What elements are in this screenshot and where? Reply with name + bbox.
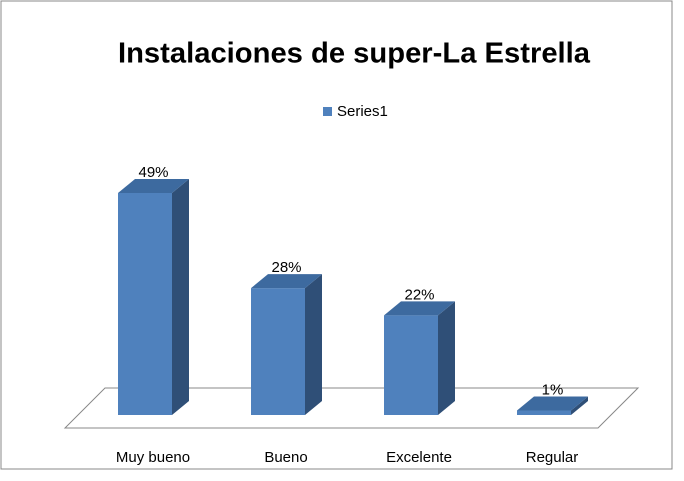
- bar: [384, 301, 455, 415]
- x-tick-label: Muy bueno: [116, 449, 190, 466]
- bar: [118, 179, 189, 415]
- legend-swatch: [323, 107, 332, 116]
- floor: [63, 387, 640, 429]
- bar-top: [517, 396, 588, 411]
- x-tick-label: Regular: [526, 449, 579, 466]
- x-tick-label: Excelente: [386, 449, 452, 466]
- data-label: 49%: [138, 164, 168, 181]
- bar-side: [305, 274, 322, 415]
- legend-label: Series1: [337, 103, 388, 120]
- bar: [251, 274, 322, 415]
- bar-front: [384, 315, 438, 415]
- data-label: 28%: [271, 259, 301, 276]
- bar-front: [118, 193, 172, 415]
- bar-top: [251, 274, 322, 289]
- bar-top: [118, 179, 189, 193]
- bar-front: [251, 288, 305, 415]
- bar-side: [571, 396, 588, 415]
- data-label: 22%: [404, 286, 434, 303]
- bar-side: [172, 179, 189, 415]
- x-tick-label: Bueno: [264, 449, 307, 466]
- data-label: 1%: [542, 381, 564, 398]
- bar-front: [517, 410, 571, 415]
- chart-title: Instalaciones de super-La Estrella: [118, 38, 591, 70]
- bar: [517, 396, 588, 415]
- bar-side: [438, 301, 455, 415]
- bar-top: [384, 301, 455, 316]
